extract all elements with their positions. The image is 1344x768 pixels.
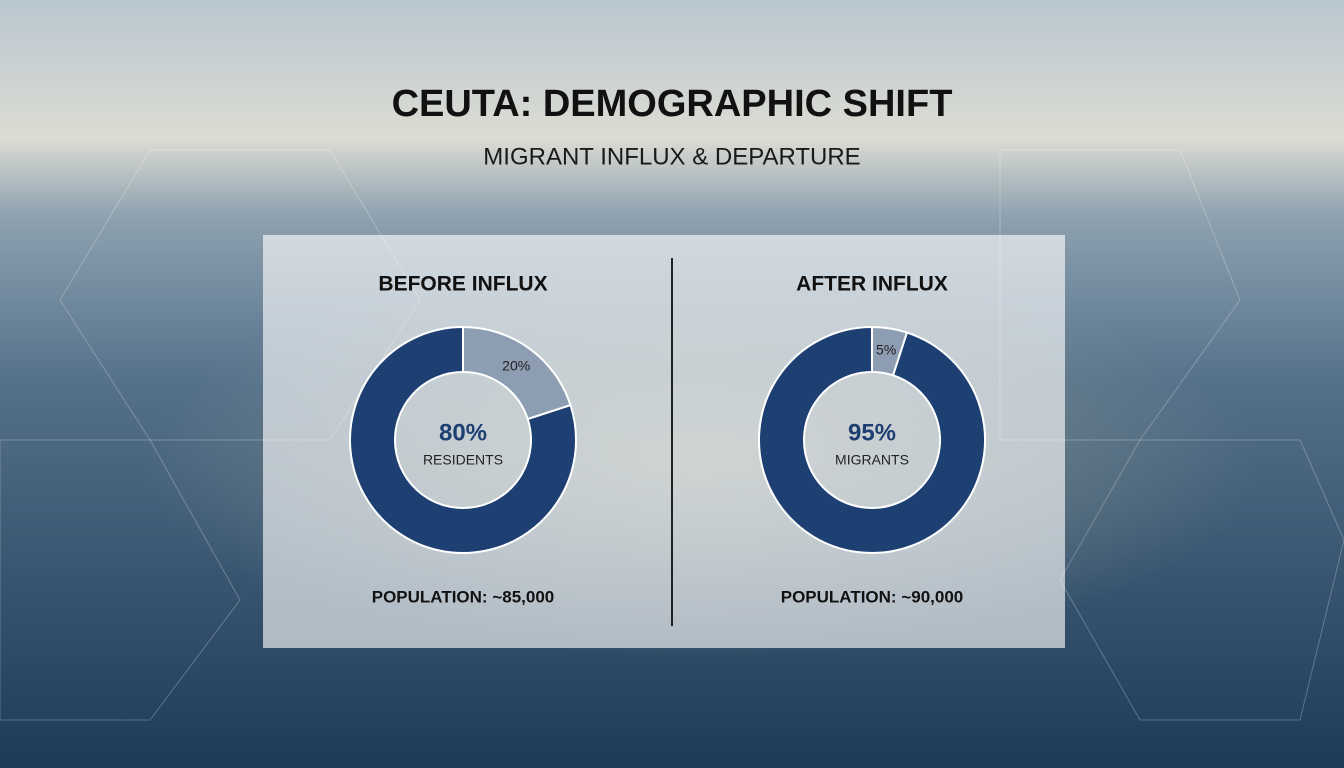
- chart-title: BEFORE INFLUX: [378, 273, 547, 296]
- center-value: 80%: [439, 419, 487, 446]
- donut-slice: [349, 325, 577, 554]
- slice-label: 5%: [876, 341, 896, 357]
- center-label: RESIDENTS: [423, 452, 503, 468]
- chart-title: AFTER INFLUX: [796, 273, 948, 296]
- panel: [263, 235, 1065, 648]
- donut-slice: [758, 325, 986, 554]
- donut-slice: [462, 325, 572, 421]
- center-label: MIGRANTS: [835, 452, 909, 468]
- page-subtitle: MIGRANT INFLUX & DEPARTURE: [483, 143, 860, 170]
- page-title: CEUTA: DEMOGRAPHIC SHIFT: [392, 83, 953, 125]
- population-note: POPULATION: ~90,000: [781, 587, 964, 606]
- slice-label: 20%: [502, 357, 530, 373]
- donut-slice: [871, 325, 909, 377]
- center-value: 95%: [848, 419, 896, 446]
- population-note: POPULATION: ~85,000: [372, 587, 555, 606]
